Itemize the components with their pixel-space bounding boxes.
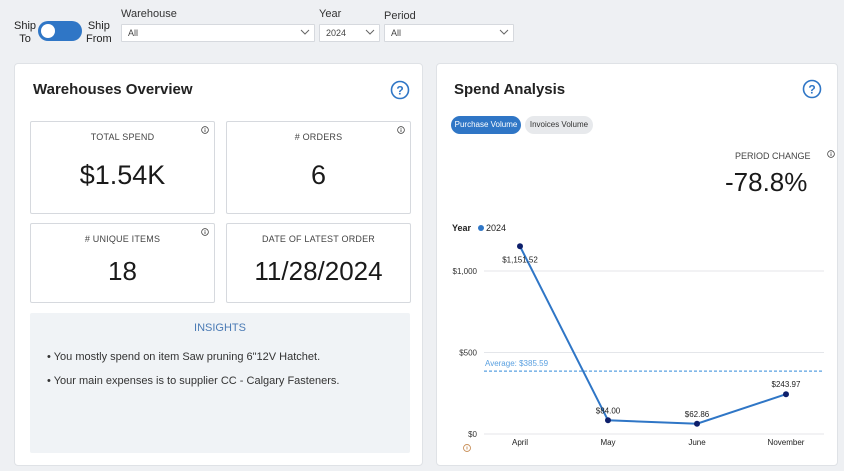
total-spend-value: $1.54K: [79, 160, 166, 190]
info-icon[interactable]: [201, 126, 209, 134]
y-tick-label: $1,000: [453, 267, 478, 276]
toggle-knob: [41, 24, 55, 38]
legend-title: Year: [452, 223, 472, 233]
ship-to-label: Ship To: [14, 20, 37, 45]
help-icon[interactable]: ?: [390, 80, 410, 100]
spend-title: Spend Analysis: [454, 81, 566, 98]
y-tick-label: $0: [468, 430, 477, 439]
info-icon: [463, 444, 471, 452]
data-label: $62.86: [685, 410, 710, 419]
latest-order-label: DATE OF LATEST ORDER: [261, 234, 375, 244]
x-tick-label: November: [768, 438, 805, 447]
insight-item: • Your main expenses is to supplier CC -…: [47, 375, 340, 387]
unique-items-value: 18: [108, 256, 137, 286]
purchase-volume-tab[interactable]: Purchase Volume: [451, 116, 521, 134]
insights-panel: INSIGHTS • You mostly spend on item Saw …: [30, 313, 410, 453]
period-select[interactable]: All: [384, 24, 514, 42]
average-label: Average: $385.59: [485, 359, 549, 368]
chevron-down-icon: [365, 29, 375, 35]
total-spend-label: TOTAL SPEND: [90, 132, 155, 142]
warehouse-select-value: All: [128, 28, 139, 38]
ship-from-label: Ship From: [86, 20, 112, 45]
year-select[interactable]: 2024: [319, 24, 380, 42]
warehouses-overview-card: Warehouses Overview ? TOTAL SPEND $1.54K…: [14, 63, 423, 466]
legend-marker: [478, 225, 484, 231]
data-label: $1,151.52: [502, 255, 538, 264]
latest-order-tile: DATE OF LATEST ORDER 11/28/2024: [226, 223, 411, 303]
insights-title: INSIGHTS: [194, 322, 246, 334]
period-change-value: -78.8%: [725, 167, 808, 197]
help-icon[interactable]: ?: [802, 79, 822, 99]
ship-direction-toggle[interactable]: [38, 21, 82, 41]
series-line: [519, 245, 787, 425]
period-select-value: All: [391, 28, 402, 38]
info-icon[interactable]: [827, 150, 835, 158]
data-point: [605, 417, 611, 424]
warehouse-select[interactable]: All: [121, 24, 315, 42]
overview-title: Warehouses Overview: [33, 81, 193, 98]
orders-label: # ORDERS: [294, 132, 343, 142]
year-label: Year: [319, 8, 342, 20]
warehouse-label: Warehouse: [121, 8, 177, 20]
orders-value: 6: [310, 160, 327, 190]
svg-text:?: ?: [396, 84, 403, 98]
period-label: Period: [384, 10, 416, 22]
data-point: [517, 243, 523, 250]
unique-items-label: # UNIQUE ITEMS: [84, 234, 161, 244]
invoices-volume-tab[interactable]: Invoices Volume: [525, 116, 593, 134]
x-tick-label: June: [688, 438, 706, 447]
svg-text:?: ?: [808, 83, 815, 97]
filter-bar: Ship To Ship From Warehouse All Year 202…: [0, 0, 844, 56]
data-point: [694, 420, 700, 427]
year-select-value: 2024: [326, 28, 347, 38]
legend-series-label: 2024: [486, 223, 506, 233]
info-icon[interactable]: [397, 126, 405, 134]
x-tick-label: April: [512, 438, 528, 447]
y-tick-label: $500: [459, 349, 477, 358]
unique-items-tile: # UNIQUE ITEMS 18: [30, 223, 215, 303]
total-spend-tile: TOTAL SPEND $1.54K: [30, 121, 215, 214]
data-label: $84.00: [596, 406, 621, 415]
chevron-down-icon: [300, 29, 310, 35]
spend-line-chart: Year 2024 $0 $500 $1,000 Average: $385.59 $1,1…: [452, 223, 824, 452]
info-icon[interactable]: [201, 228, 209, 236]
data-point: [783, 391, 789, 398]
data-label: $243.97: [772, 380, 801, 389]
latest-order-value: 11/28/2024: [254, 256, 383, 286]
x-tick-label: May: [600, 438, 615, 447]
period-change-label: PERIOD CHANGE: [735, 151, 811, 161]
chevron-down-icon: [499, 29, 509, 35]
insight-item: • You mostly spend on item Saw pruning 6…: [47, 351, 321, 363]
orders-tile: # ORDERS 6: [226, 121, 411, 214]
